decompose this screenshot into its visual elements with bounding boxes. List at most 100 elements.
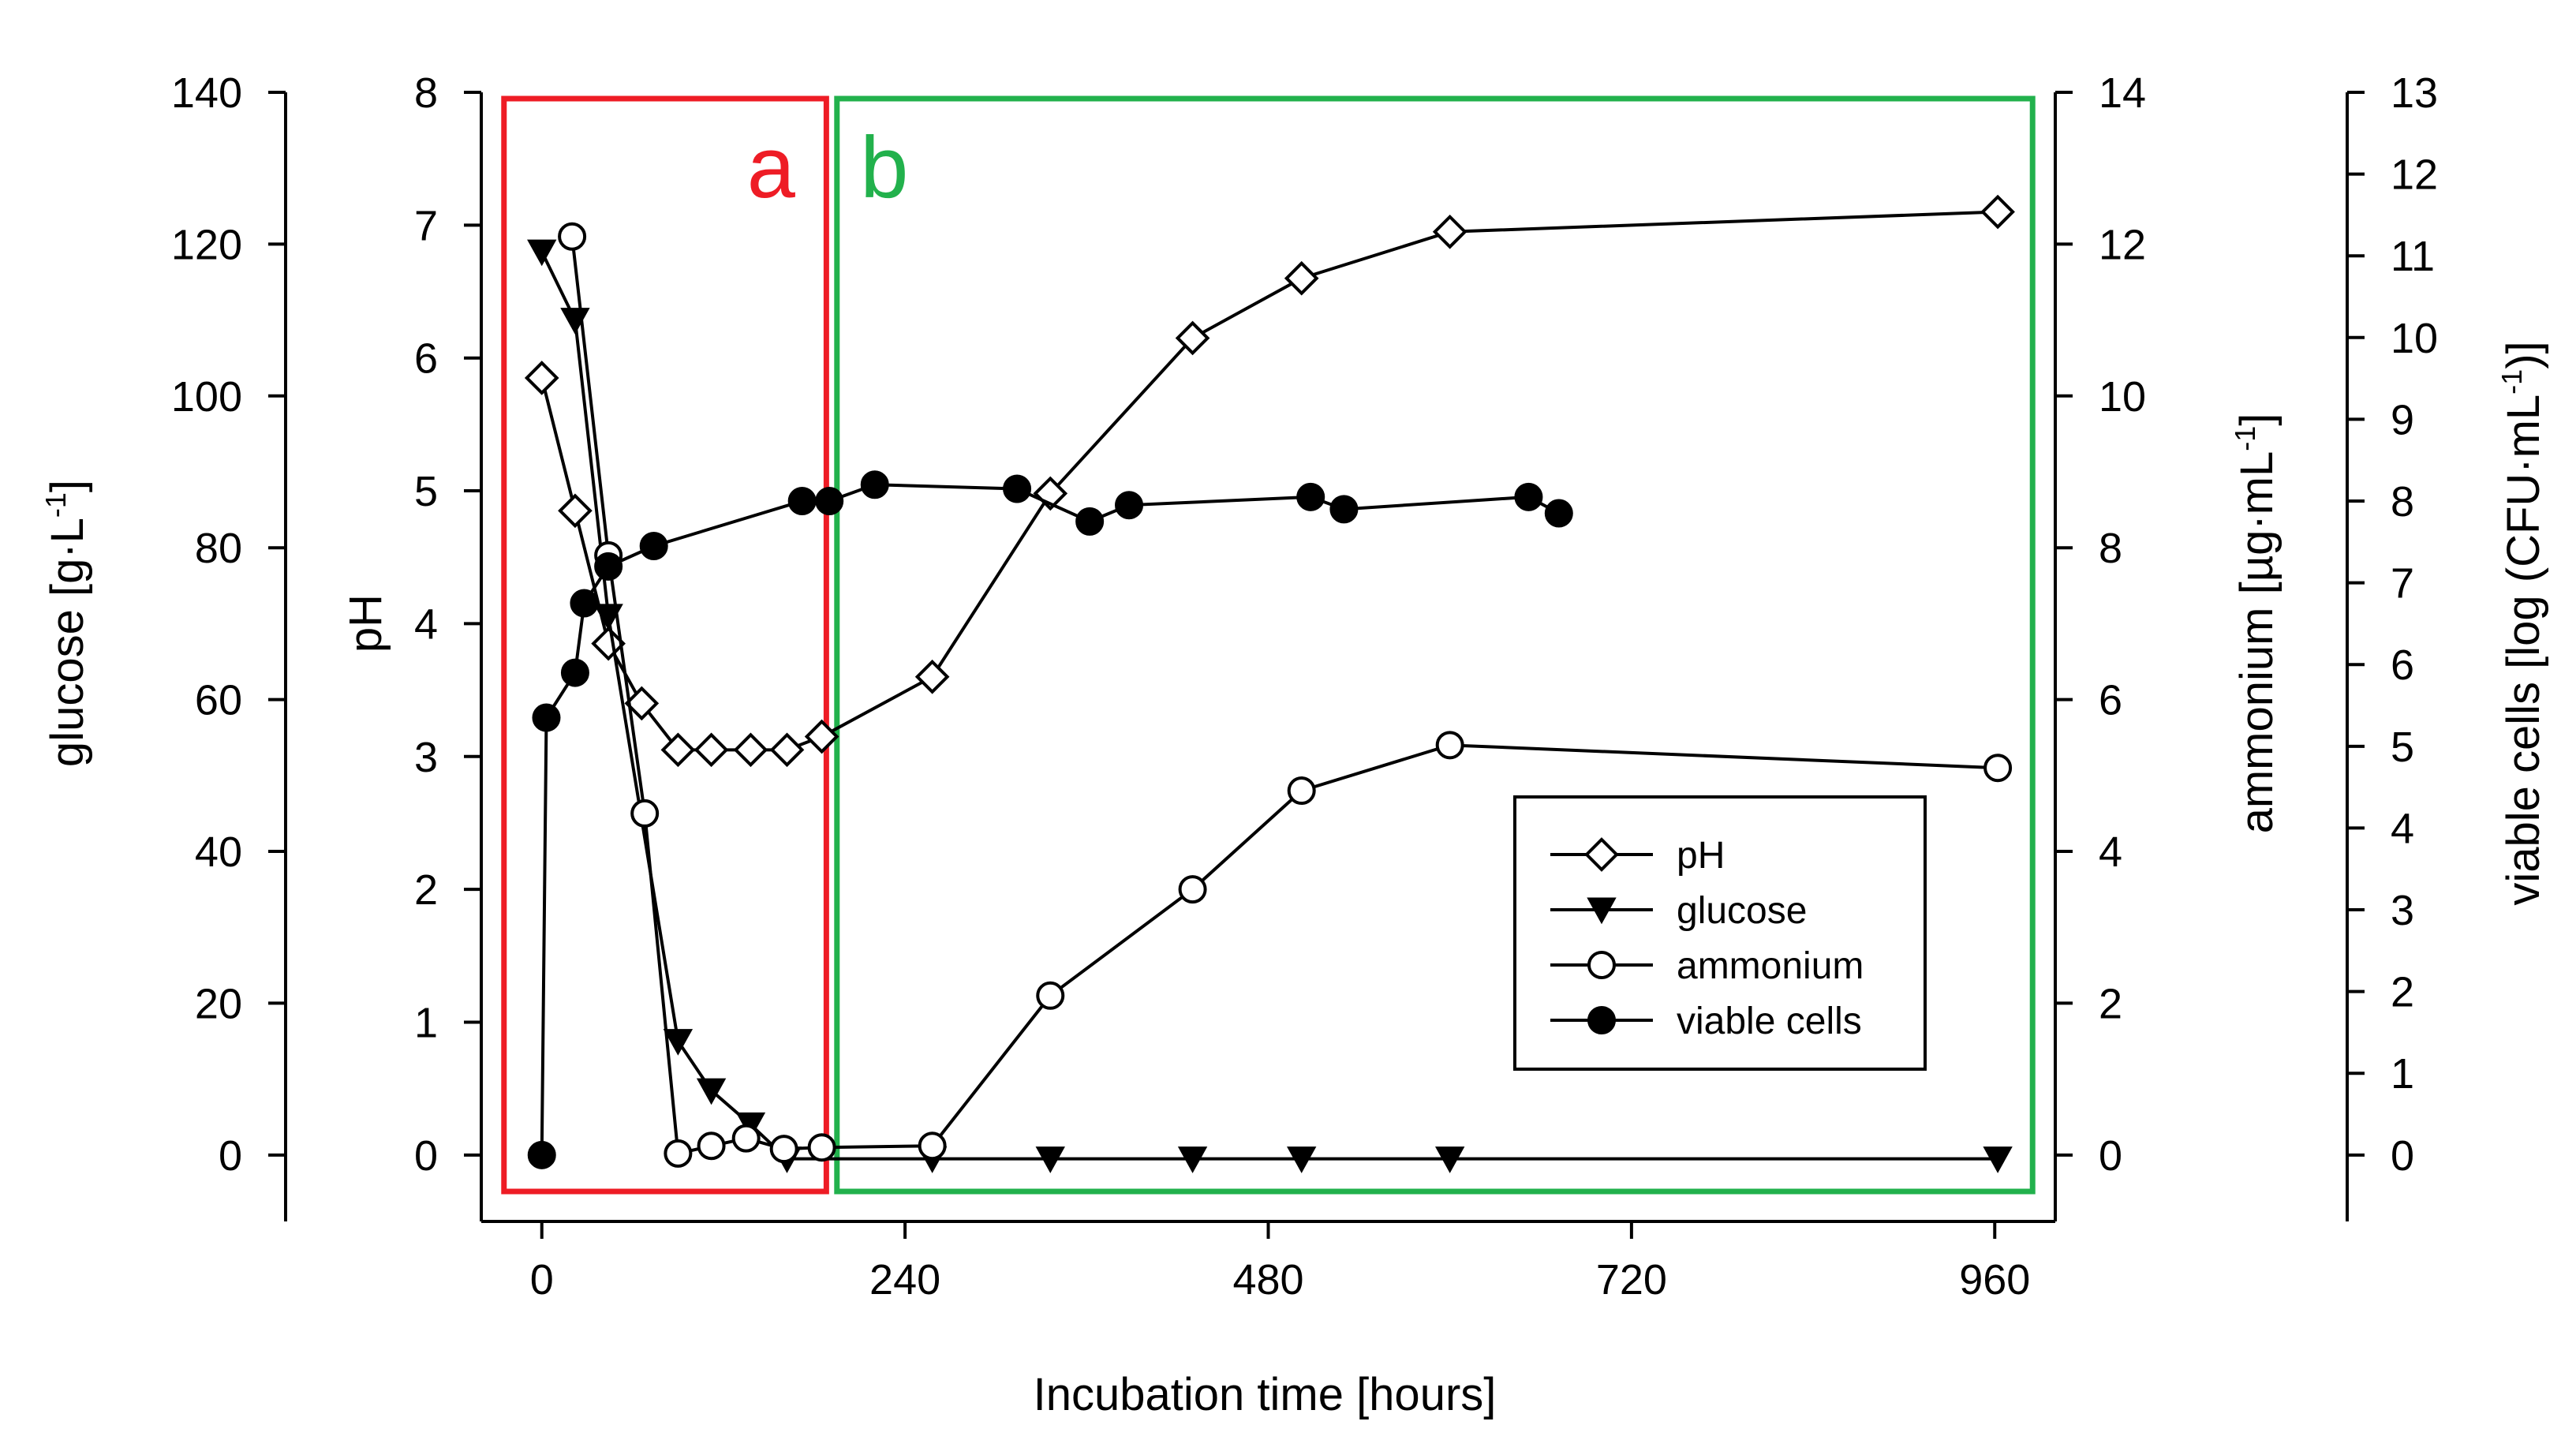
glucose-tick-label: 80 xyxy=(195,525,242,572)
ammonium-axis-ticks: 0 2 4 6 8 10 12 14 xyxy=(2055,69,2146,1180)
series-ammonium-point xyxy=(1178,875,1207,904)
series-ph-point xyxy=(624,686,660,721)
series-viable-cells-line xyxy=(540,483,1560,1155)
ph-tick-label: 2 xyxy=(414,866,438,914)
series-viable-cells-point xyxy=(527,1140,556,1169)
series-viable-cells-point xyxy=(815,487,844,516)
series-ph-point xyxy=(804,719,839,754)
viable-tick-label: 6 xyxy=(2391,641,2414,689)
glucose-tick-label: 100 xyxy=(171,373,242,421)
series-viable-cells-point xyxy=(594,552,623,581)
series-ammonium-line xyxy=(570,236,1998,1156)
series-ph-point xyxy=(591,626,626,661)
viable-tick-label: 8 xyxy=(2391,478,2414,526)
series-viable-cells-point xyxy=(1329,495,1359,524)
x-tick-label: 480 xyxy=(1232,1256,1303,1303)
region-a-label: a xyxy=(747,119,796,216)
glucose-tick-label: 60 xyxy=(195,677,242,724)
legend-label-ph: pH xyxy=(1677,835,1725,877)
glucose-tick-label: 140 xyxy=(171,69,242,117)
series-ammonium-point xyxy=(1983,754,2013,783)
ammonium-tick-label: 8 xyxy=(2099,525,2122,572)
ammonium-tick-label: 14 xyxy=(2099,69,2146,117)
series-ph-point xyxy=(733,732,768,768)
legend-marker-ph xyxy=(1584,837,1619,872)
viable-tick-label: 9 xyxy=(2391,396,2414,443)
ph-tick-label: 1 xyxy=(414,999,438,1046)
glucose-label-main: glucose [g·L xyxy=(42,518,93,767)
viable-label-main: viable cells [log (CFU·mL xyxy=(2498,395,2549,906)
series-viable-cells-point xyxy=(1544,499,1573,528)
ammonium-axis-label: ammonium [µg·mL-1] xyxy=(2229,413,2283,834)
legend-entries: pH glucose ammonium viable cells xyxy=(1550,835,1864,1042)
region-b-box xyxy=(834,95,2036,1195)
ammonium-tick-label: 0 xyxy=(2099,1132,2122,1180)
x-axis-ticks: 0 240 480 720 960 xyxy=(530,1221,2030,1303)
series-viable-cells-point xyxy=(787,487,817,516)
series-viable-cells-point xyxy=(639,531,668,560)
series-viable-cells-point xyxy=(570,589,599,618)
ammonium-axis: 0 2 4 6 8 10 12 14 ammonium [µg·mL-1] xyxy=(2054,69,2283,1221)
series-ammonium-point xyxy=(697,1131,726,1161)
series-ammonium-point xyxy=(558,222,587,251)
ammonium-tick-label: 2 xyxy=(2099,980,2122,1027)
ammonium-label-main: ammonium [µg·mL xyxy=(2231,451,2283,834)
ph-tick-label: 0 xyxy=(414,1132,438,1180)
glucose-tick-label: 0 xyxy=(219,1132,242,1180)
ph-tick-label: 5 xyxy=(414,468,438,515)
series xyxy=(524,194,2015,1173)
ammonium-tick-label: 6 xyxy=(2099,677,2122,724)
legend-box xyxy=(1513,795,1927,1071)
viable-tick-label: 11 xyxy=(2391,233,2435,280)
series-glucose-point xyxy=(527,239,557,267)
series-glucose-point xyxy=(1177,1146,1208,1173)
series-ph-point xyxy=(660,732,696,768)
series-ammonium-point xyxy=(1287,776,1316,806)
viable-tick-label: 5 xyxy=(2391,724,2414,771)
glucose-axis-ticks: 0 20 40 60 80 100 120 140 xyxy=(171,69,286,1180)
legend-label-ammonium: ammonium xyxy=(1677,945,1864,987)
series-viable-cells-point xyxy=(532,703,561,732)
series-ph-point xyxy=(524,361,559,395)
viable-label-tail: )] xyxy=(2498,341,2549,368)
legend-marker-viable-cells xyxy=(1587,1006,1616,1034)
series-glucose-point xyxy=(696,1078,727,1105)
ammonium-tick-label: 4 xyxy=(2099,828,2122,876)
series-ammonium-point xyxy=(1036,981,1065,1010)
x-tick-label: 960 xyxy=(1959,1256,2030,1303)
series-ammonium-point xyxy=(664,1139,693,1168)
series-ph xyxy=(524,194,2015,768)
ph-tick-label: 4 xyxy=(414,600,438,648)
series-glucose-point xyxy=(1287,1146,1317,1173)
ph-tick-label: 7 xyxy=(414,202,438,249)
series-ammonium-point xyxy=(731,1124,761,1153)
series-ph-point xyxy=(558,493,593,529)
series-viable-cells xyxy=(527,470,1573,1169)
ammonium-tick-label: 10 xyxy=(2099,373,2146,421)
series-viable-cells-point xyxy=(1003,474,1032,503)
series-viable-cells-point xyxy=(1075,507,1105,536)
series-ph-point xyxy=(1284,260,1319,296)
ph-axis: 0 1 2 3 4 5 6 7 8 pH xyxy=(340,69,483,1221)
ammonium-label-sup: -1 xyxy=(2229,426,2261,451)
ph-axis-ticks: 0 1 2 3 4 5 6 7 8 xyxy=(414,69,481,1180)
legend-label-glucose: glucose xyxy=(1677,890,1807,932)
viable-tick-label: 1 xyxy=(2391,1050,2414,1098)
series-glucose-point xyxy=(1434,1146,1465,1173)
glucose-tick-label: 40 xyxy=(195,828,242,876)
series-ph-point xyxy=(914,659,950,694)
region-a-box xyxy=(501,95,829,1195)
series-glucose-point xyxy=(1983,1146,2013,1173)
series-ammonium-point xyxy=(769,1135,798,1164)
legend: pH glucose ammonium viable cells xyxy=(1513,795,1927,1071)
viable-tick-label: 0 xyxy=(2391,1132,2414,1180)
series-ph-point xyxy=(1980,194,2015,230)
viable-label-sup: -1 xyxy=(2496,369,2528,395)
viable-tick-label: 10 xyxy=(2391,315,2438,362)
series-ammonium-point xyxy=(807,1133,836,1162)
glucose-tick-label: 20 xyxy=(195,980,242,1027)
glucose-label-sup: -1 xyxy=(39,492,72,518)
